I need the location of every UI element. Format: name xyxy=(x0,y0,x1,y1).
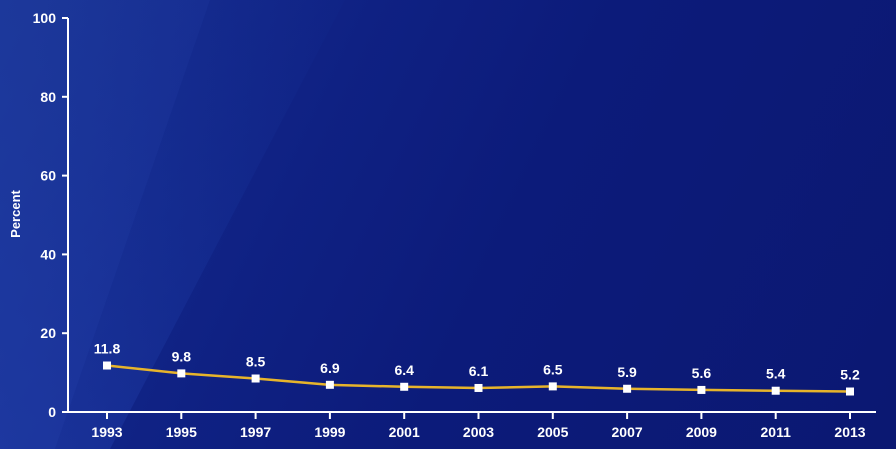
data-point-marker xyxy=(771,386,780,395)
y-tick-label: 100 xyxy=(33,10,57,26)
data-label: 5.9 xyxy=(617,364,637,380)
y-ticks: 0 20 40 60 80 100 xyxy=(33,10,68,420)
x-tick-label: 2005 xyxy=(537,424,568,440)
data-label: 5.6 xyxy=(692,365,712,381)
x-tick-label: 1999 xyxy=(314,424,345,440)
data-point-marker xyxy=(103,361,111,370)
data-point-marker xyxy=(400,382,409,391)
x-ticks: 1993 1995 1997 1999 2001 2003 2005 2007 2009 2011… xyxy=(91,412,866,440)
series-labels: 11.8 9.8 8.5 6.9 6.4 6.1 6.5 5.9 5.6 5.4 5.2 xyxy=(94,341,860,383)
data-label: 6.5 xyxy=(543,361,563,377)
y-axis-title: Percent xyxy=(8,189,23,237)
data-label: 5.4 xyxy=(766,366,786,382)
data-point-marker xyxy=(325,380,334,389)
x-tick-label: 2001 xyxy=(389,424,420,440)
y-tick-label: 80 xyxy=(40,89,56,105)
data-point-marker xyxy=(474,383,483,392)
data-label: 6.9 xyxy=(320,360,340,376)
y-axis: 0 20 40 60 80 100 Percent xyxy=(8,10,69,420)
data-point-marker xyxy=(251,374,260,383)
x-tick-label: 2009 xyxy=(686,424,717,440)
data-point-marker xyxy=(177,369,186,378)
x-tick-label: 2011 xyxy=(761,424,792,440)
data-point-marker xyxy=(548,382,557,391)
x-tick-label: 2003 xyxy=(463,424,494,440)
data-label: 11.8 xyxy=(94,341,121,357)
x-tick-label: 2007 xyxy=(612,424,643,440)
data-point-marker xyxy=(697,385,706,394)
x-tick-label: 2013 xyxy=(834,424,865,440)
data-label: 9.8 xyxy=(172,348,192,364)
x-tick-label: 1997 xyxy=(240,424,271,440)
series-group: 11.8 9.8 8.5 6.9 6.4 6.1 6.5 5.9 5.6 5.4 5.2 xyxy=(94,341,860,396)
data-label: 5.2 xyxy=(840,367,860,383)
series-markers xyxy=(103,361,854,396)
data-label: 6.1 xyxy=(469,363,489,379)
x-tick-label: 1995 xyxy=(166,424,197,440)
data-label: 8.5 xyxy=(246,354,266,370)
data-label: 6.4 xyxy=(394,362,414,378)
data-point-marker xyxy=(846,387,854,396)
y-tick-label: 0 xyxy=(48,404,56,420)
x-axis: 1993 1995 1997 1999 2001 2003 2005 2007 2009 2011… xyxy=(68,411,876,440)
y-tick-label: 40 xyxy=(40,246,56,262)
x-tick-label: 1993 xyxy=(91,424,122,440)
data-point-marker xyxy=(623,384,632,393)
y-tick-label: 60 xyxy=(40,168,56,184)
y-tick-label: 20 xyxy=(40,325,56,341)
